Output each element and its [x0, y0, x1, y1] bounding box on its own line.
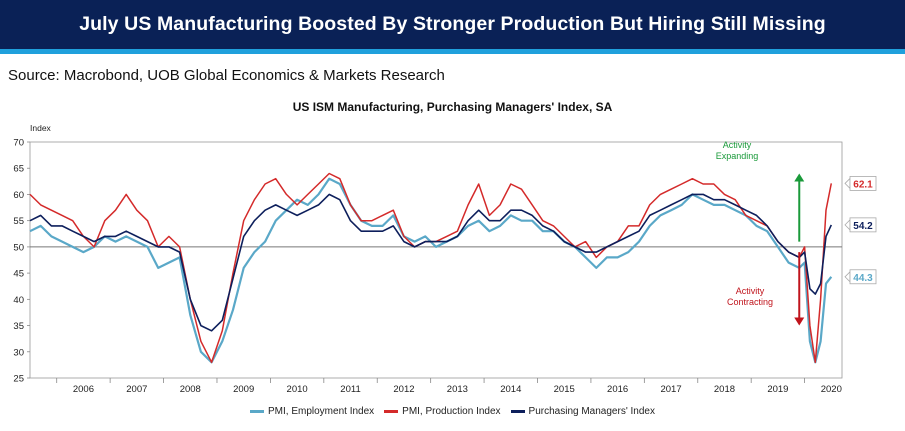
- legend-label-production: PMI, Production Index: [402, 406, 501, 417]
- y-tick-label: 55: [13, 216, 24, 227]
- legend-label-employment: PMI, Employment Index: [268, 406, 375, 417]
- legend-swatch-pmi: [510, 410, 525, 413]
- header-banner: July US Manufacturing Boosted By Stronge…: [0, 0, 905, 54]
- y-tick-label: 60: [13, 190, 24, 201]
- series-line-employment: [29, 177, 833, 364]
- x-tick-label: 2020: [821, 384, 842, 395]
- x-tick-label: 2019: [767, 384, 788, 395]
- x-tick-label: 2009: [233, 384, 254, 395]
- x-tick-label: 2012: [393, 384, 414, 395]
- annotation-text: Contracting: [727, 297, 773, 307]
- y-tick-label: 50: [13, 242, 24, 253]
- legend-swatch-employment: [250, 410, 264, 413]
- legend-item-pmi: Purchasing Managers' Index: [510, 406, 655, 417]
- end-label-pointer: [844, 218, 851, 231]
- x-tick-label: 2008: [180, 384, 201, 395]
- y-tick-label: 35: [13, 321, 24, 332]
- y-tick-label: 25: [13, 374, 24, 385]
- source-note: Source: Macrobond, UOB Global Economics …: [8, 67, 445, 84]
- x-tick-label: 2011: [340, 384, 360, 395]
- legend-item-production: PMI, Production Index: [384, 406, 501, 417]
- series-line-pmi: [29, 193, 833, 332]
- annotation-arrowhead-down: [794, 317, 805, 326]
- x-tick-label: 2015: [554, 384, 575, 395]
- end-label-box: [849, 269, 877, 285]
- y-axis-label: Index: [30, 123, 52, 133]
- end-label-pointer: [844, 270, 851, 283]
- annotation-text: Activity: [723, 140, 752, 150]
- chart-legend: PMI, Employment Index PMI, Production In…: [0, 406, 905, 417]
- x-tick-label: 2016: [607, 384, 628, 395]
- annotation-arrowhead-up: [794, 173, 805, 182]
- end-label-employment: 44.3: [853, 273, 873, 284]
- series-line-production: [29, 172, 833, 364]
- legend-item-employment: PMI, Employment Index: [250, 406, 374, 417]
- y-tick-label: 40: [13, 295, 24, 306]
- x-tick-label: 2014: [500, 384, 521, 395]
- end-label-pointer: [844, 177, 851, 190]
- end-label-production: 62.1: [853, 179, 873, 190]
- y-tick-label: 70: [13, 138, 24, 149]
- annotation-text: Activity: [736, 286, 765, 296]
- y-tick-label: 30: [13, 347, 24, 358]
- chart-title: US ISM Manufacturing, Purchasing Manager…: [292, 100, 613, 114]
- x-tick-label: 2010: [287, 384, 308, 395]
- y-tick-label: 45: [13, 269, 24, 280]
- x-tick-label: 2007: [126, 384, 147, 395]
- x-tick-label: 2013: [447, 384, 468, 395]
- y-tick-label: 65: [13, 164, 24, 175]
- plot-frame: [29, 141, 843, 379]
- page-title: July US Manufacturing Boosted By Stronge…: [79, 13, 826, 35]
- end-label-box: [849, 176, 877, 191]
- x-tick-label: 2017: [660, 384, 681, 395]
- x-tick-label: 2006: [73, 384, 94, 395]
- end-label-box: [849, 217, 877, 233]
- legend-label-pmi: Purchasing Managers' Index: [528, 406, 655, 417]
- x-tick-label: 2018: [714, 384, 735, 395]
- annotation-text: Expanding: [716, 151, 759, 161]
- legend-swatch-production: [384, 410, 399, 413]
- end-label-pmi: 54.2: [853, 221, 873, 232]
